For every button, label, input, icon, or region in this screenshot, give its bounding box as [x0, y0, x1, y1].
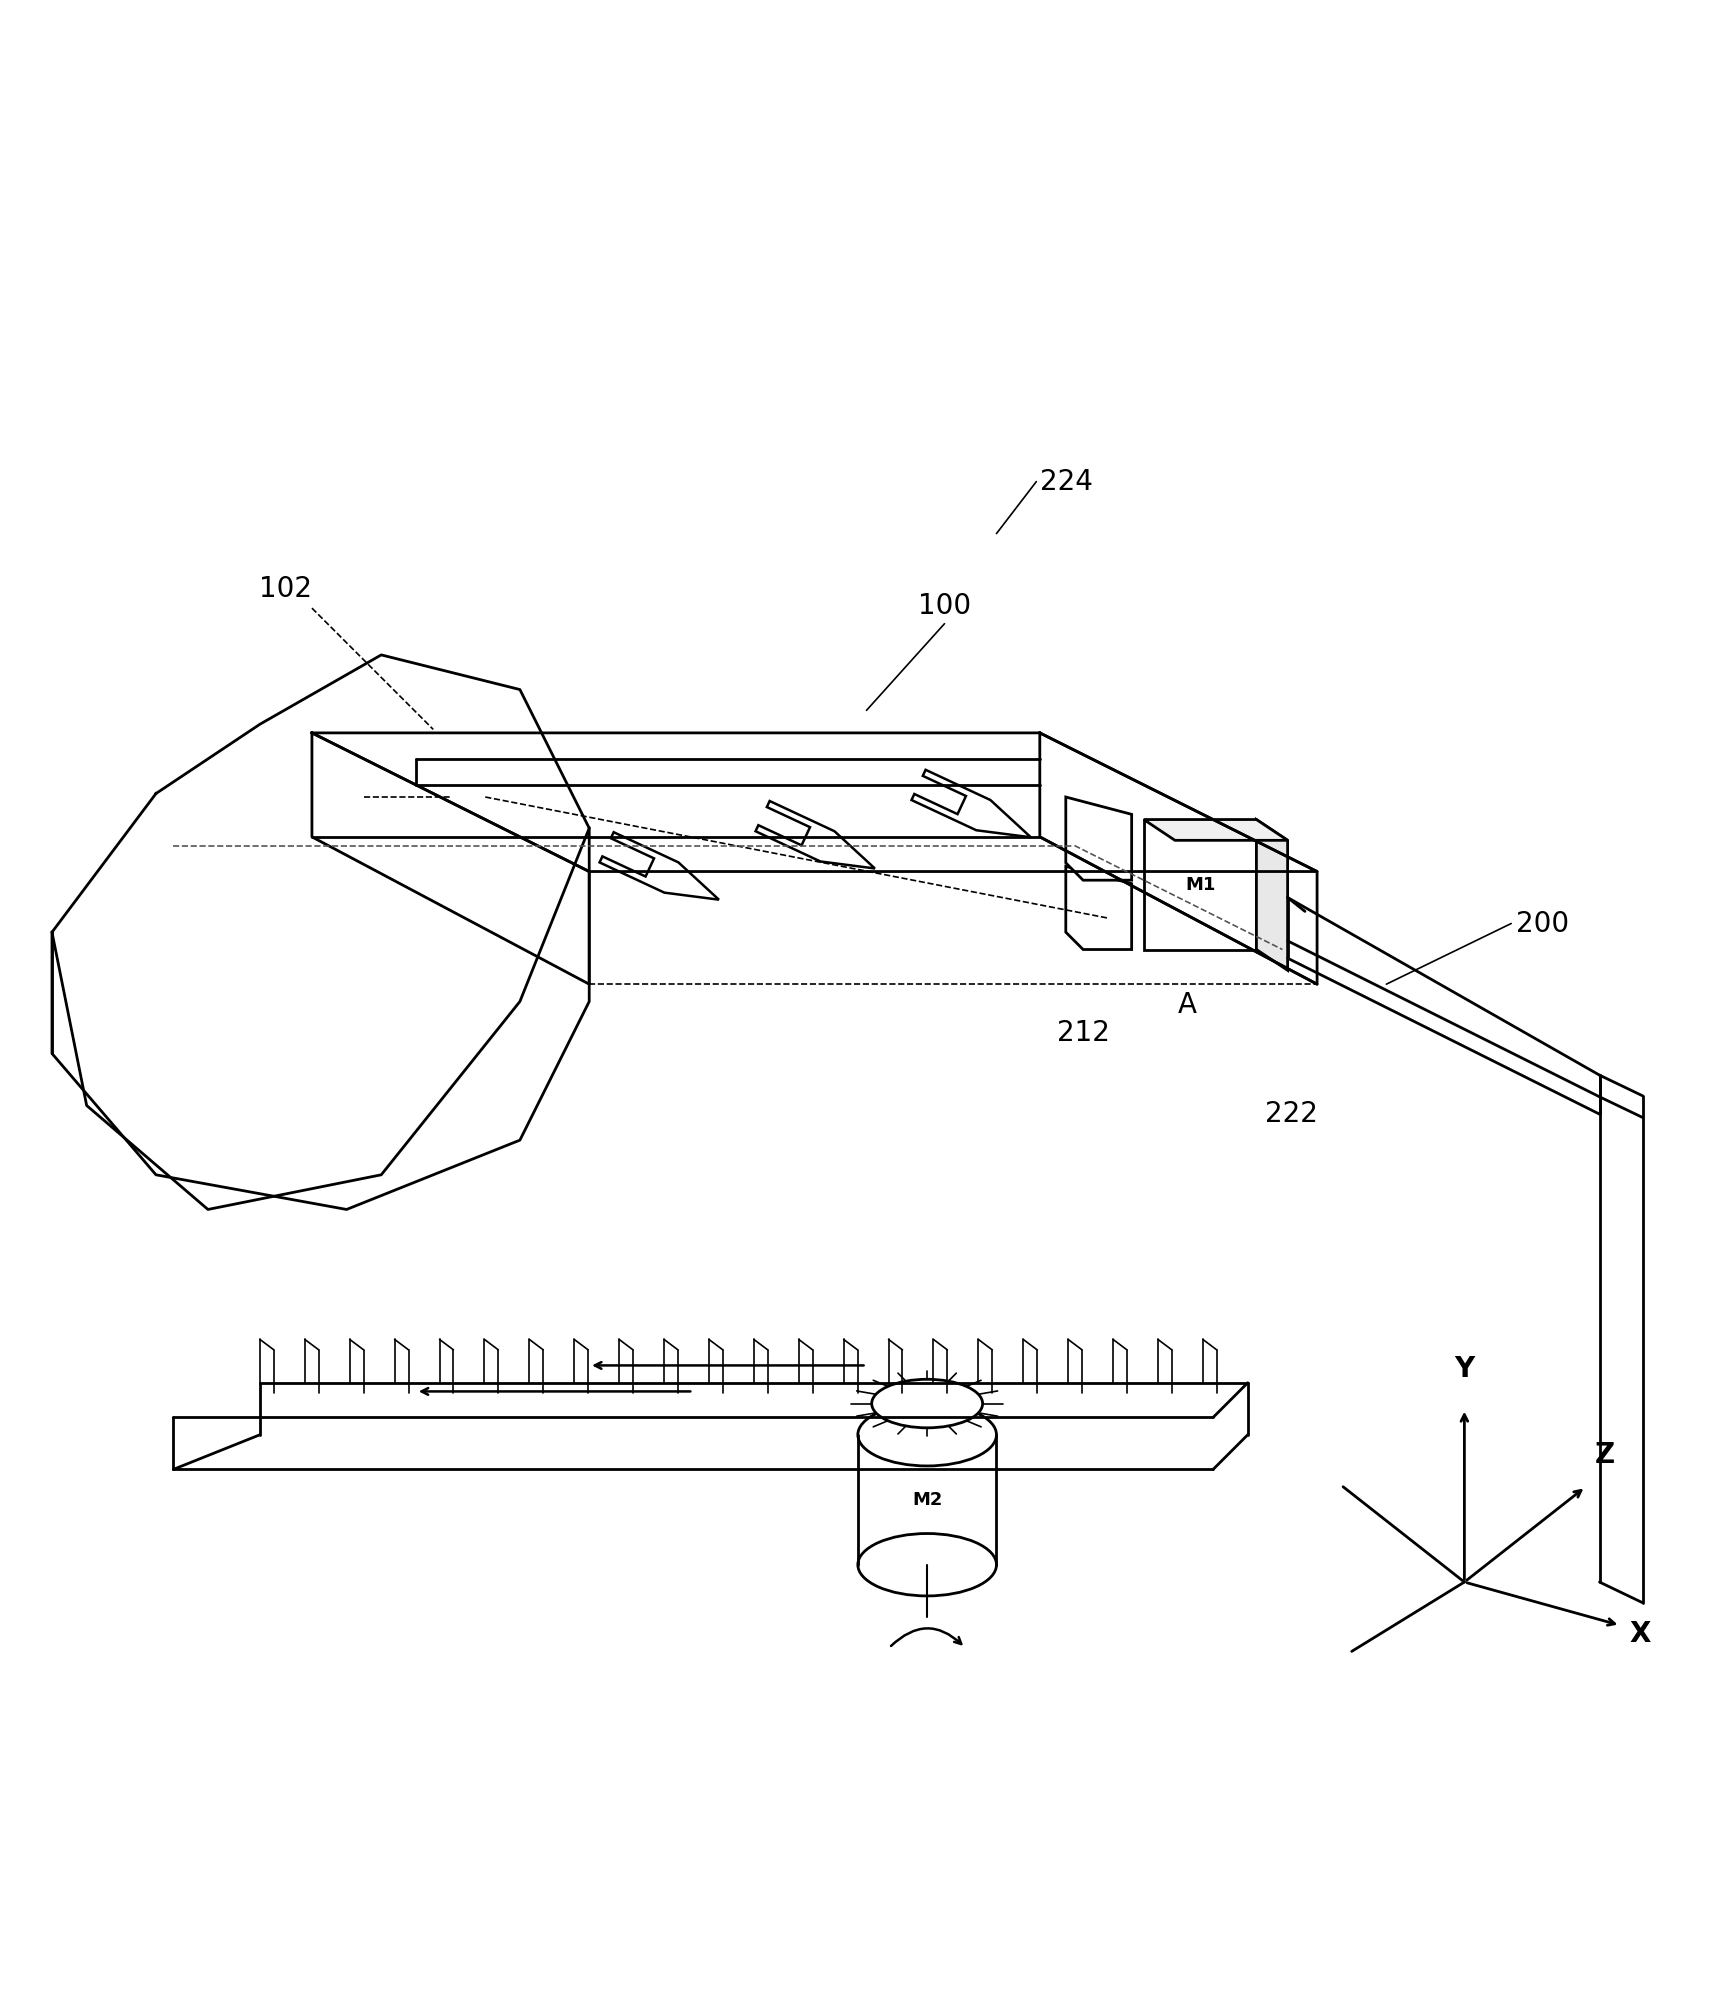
Text: 212: 212: [1057, 1020, 1108, 1048]
Text: 100: 100: [918, 593, 970, 621]
Ellipse shape: [871, 1380, 982, 1428]
Polygon shape: [1256, 819, 1287, 969]
Polygon shape: [1143, 819, 1287, 841]
Ellipse shape: [857, 1534, 996, 1596]
Text: 200: 200: [1516, 909, 1569, 937]
Text: 222: 222: [1264, 1100, 1318, 1128]
Polygon shape: [1143, 819, 1256, 949]
Text: Y: Y: [1453, 1354, 1474, 1382]
Ellipse shape: [857, 1404, 996, 1466]
Text: M1: M1: [1185, 875, 1214, 893]
Text: 102: 102: [260, 575, 312, 603]
Text: M2: M2: [911, 1490, 942, 1508]
Text: 224: 224: [1039, 467, 1093, 495]
Text: A: A: [1178, 991, 1195, 1020]
Text: X: X: [1628, 1620, 1649, 1648]
Text: Z: Z: [1593, 1442, 1614, 1470]
Polygon shape: [1065, 867, 1131, 949]
Polygon shape: [1065, 797, 1131, 879]
